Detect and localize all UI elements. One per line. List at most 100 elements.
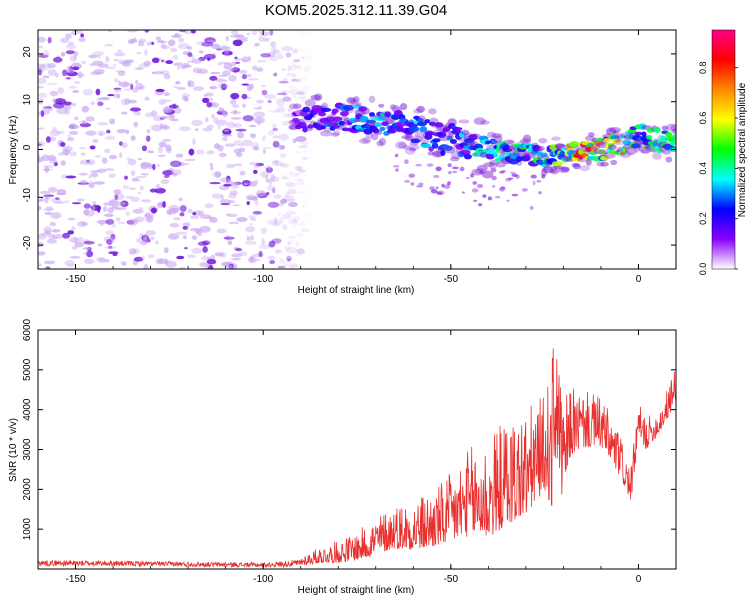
spectrogram-noise-cell (229, 34, 240, 38)
spectrogram-signal-cell (440, 149, 446, 156)
spectrogram-noise-cell (268, 110, 281, 113)
spectrogram-noise-cell (38, 45, 44, 49)
spectrogram-noise-cell (217, 82, 229, 89)
spectrogram-noise-cell (217, 125, 221, 130)
spectrogram-noise-cell (51, 229, 61, 233)
spectrogram-noise-cell (92, 200, 96, 206)
spectrogram-noise-cell (300, 228, 310, 233)
colorbar-tick-label: 0.0 (698, 263, 708, 276)
spectrogram-scatter-cell (404, 179, 411, 183)
spectrogram-scatter-cell (476, 183, 484, 189)
spectrogram-noise-cell (249, 255, 255, 263)
spectrogram-noise-cell (249, 133, 256, 137)
spectrogram-noise-cell (89, 145, 96, 150)
spectrogram-signal-halo (515, 160, 523, 166)
spectrogram-noise-cell (105, 66, 116, 70)
spectrogram-signal-halo (471, 168, 483, 176)
spectrogram-signal-cell (515, 155, 523, 163)
spectrogram-signal-cell (443, 145, 453, 151)
spectrogram-noise-cell (216, 228, 227, 234)
spectrogram-noise-cell (305, 63, 314, 69)
spectrogram-scatter-cell (521, 188, 528, 192)
spectrogram-noise-cell (189, 215, 200, 220)
spectrogram-noise-cell (262, 148, 266, 155)
spectrogram-noise-cell (287, 85, 297, 89)
spectrogram-noise-cell (248, 215, 256, 220)
spectrogram-signal-cell (476, 151, 488, 157)
spectrogram-noise-cell (108, 198, 119, 206)
spectrogram-noise-cell (136, 52, 142, 55)
spectrogram-noise-cell (209, 181, 221, 185)
spectrogram-noise-cell (160, 59, 165, 63)
spectrogram-noise-cell (252, 65, 258, 70)
spectrogram-noise-cell (163, 99, 172, 103)
spectrogram-noise-cell (169, 207, 180, 214)
spectrogram-noise-cell (64, 109, 71, 116)
spectrogram-noise-cell (38, 77, 47, 84)
spectrogram-y-tick-label: 20 (22, 46, 33, 58)
spectrogram-noise-cell (124, 211, 131, 216)
spectrogram-signal-cell (622, 148, 629, 153)
spectrogram-signal-cell (597, 150, 607, 155)
spectrogram-noise-cell (97, 101, 104, 107)
spectrogram-noise-cell (254, 179, 259, 184)
spectrogram-noise-cell (67, 137, 75, 142)
spectrogram-noise-cell (174, 82, 181, 85)
spectrogram-signal-cell (498, 154, 506, 161)
spectrogram-signal-cell (611, 138, 622, 144)
spectrogram-noise-cell (91, 204, 96, 212)
spectrogram-noise-cell (281, 175, 289, 180)
spectrogram-noise-cell (82, 88, 94, 96)
spectrogram-noise-cell (211, 193, 224, 199)
spectrogram-signal-halo (395, 141, 407, 150)
spectrogram-noise-cell (69, 55, 78, 62)
spectrogram-noise-cell (220, 46, 232, 50)
spectrogram-noise-cell (178, 37, 185, 43)
spectrogram-signal-halo (323, 127, 332, 133)
spectrogram-noise-cell (144, 49, 148, 57)
spectrogram-noise-cell (199, 225, 211, 233)
spectrogram-noise-cell (214, 252, 224, 257)
spectrogram-noise-cell (130, 135, 136, 141)
spectrogram-x-tick-label: 0 (636, 274, 642, 285)
spectrogram-noise-cell (124, 175, 128, 180)
spectrogram-signal-halo (486, 131, 497, 139)
spectrogram-noise-cell (213, 143, 221, 150)
spectrogram-noise-cell (168, 114, 175, 119)
spectrogram-noise-cell (300, 94, 308, 101)
spectrogram-noise-cell (241, 74, 248, 80)
spectrogram-signal-halo (349, 98, 358, 104)
spectrogram-noise-cell (52, 98, 56, 104)
spectrogram-noise-cell (267, 99, 272, 104)
spectrogram-noise-cell (199, 262, 209, 267)
spectrogram-noise-cell (138, 206, 144, 210)
spectrogram-signal-cell (419, 126, 428, 133)
spectrogram-noise-cell (48, 186, 58, 193)
spectrogram-noise-cell (139, 185, 144, 191)
spectrogram-noise-cell (229, 189, 239, 196)
spectrogram-y-tick-label: -20 (22, 235, 33, 250)
spectrogram-signal-halo (481, 170, 494, 179)
spectrogram-signal-halo (344, 106, 355, 114)
spectrogram-scatter-cell (490, 167, 497, 173)
spectrogram-noise-cell (157, 258, 169, 264)
spectrogram-noise-cell (67, 217, 76, 221)
spectrogram-noise-cell (130, 170, 136, 176)
spectrogram-noise-cell (143, 263, 149, 269)
spectrogram-noise-cell (246, 201, 250, 206)
spectrogram-signal-cell (653, 127, 661, 134)
spectrogram-signal-cell (669, 140, 676, 146)
spectrogram-noise-cell (78, 172, 89, 176)
spectrogram-noise-cell (291, 78, 298, 82)
spectrogram-noise-cell (175, 231, 188, 235)
spectrogram-noise-cell (249, 181, 258, 187)
spectrogram-noise-cell (295, 150, 300, 154)
spectrogram-noise-cell (170, 208, 182, 211)
spectrogram-noise-cell (256, 99, 264, 104)
spectrogram-noise-cell (98, 133, 103, 137)
spectrogram-signal-halo (535, 145, 542, 152)
spectrogram-noise-cell (262, 134, 266, 142)
spectrogram-noise-cell (296, 91, 305, 96)
spectrogram-noise-cell (165, 260, 177, 268)
